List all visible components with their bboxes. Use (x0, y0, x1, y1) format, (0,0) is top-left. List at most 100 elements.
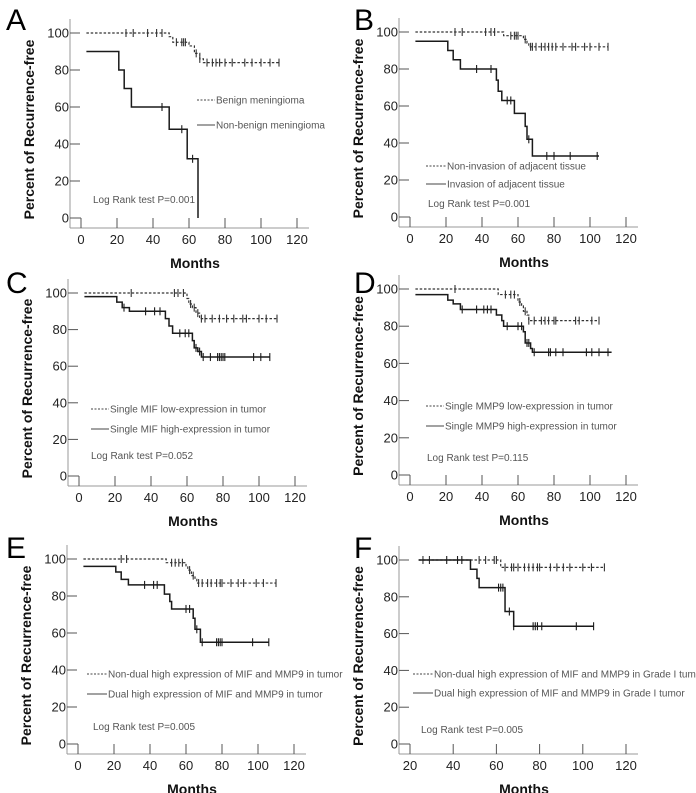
x-tick-label: 40 (146, 232, 160, 247)
y-tick-label: 20 (55, 174, 69, 189)
y-tick-label: 0 (60, 469, 67, 484)
x-tick-label: 40 (475, 231, 489, 246)
y-axis-title: Percent of Recurrence-free (19, 298, 35, 478)
panel-letter: E (6, 532, 26, 565)
y-tick-label: 80 (52, 589, 66, 604)
y-tick-label: 60 (53, 359, 67, 374)
y-tick-label: 40 (52, 663, 66, 678)
y-axis-title: Percent of Recurrence-free (350, 566, 366, 746)
y-tick-label: 100 (376, 553, 398, 568)
x-tick-label: 120 (615, 231, 637, 246)
x-tick-label: 100 (248, 490, 270, 505)
panel-letter: B (354, 4, 374, 37)
x-tick-label: 0 (74, 758, 81, 773)
panel-a: A 0 20 40 60 80 100 0 20 40 60 80 100 120 Months Percen… (0, 0, 348, 271)
y-tick-label: 0 (391, 210, 398, 225)
y-tick-label: 60 (55, 100, 69, 115)
log-rank-annotation: Log Rank test P=0.005 (421, 725, 523, 736)
y-tick-label: 100 (44, 552, 66, 567)
y-tick-label: 0 (391, 468, 398, 483)
x-tick-label: 20 (110, 232, 124, 247)
x-tick-label: 80 (532, 758, 546, 773)
y-tick-label: 20 (384, 430, 398, 445)
survival-curve-solid (83, 565, 269, 643)
y-tick-label: 80 (53, 322, 67, 337)
log-rank-annotation: Log Rank test P=0.001 (93, 195, 195, 206)
log-rank-annotation: Log Rank test P=0.115 (427, 453, 529, 464)
panel-letter: F (354, 532, 372, 565)
y-tick-label: 80 (384, 319, 398, 334)
survival-curve-solid (415, 40, 599, 157)
panel-letter: C (6, 267, 28, 300)
x-tick-label: 100 (572, 758, 594, 773)
x-tick-label: 60 (182, 232, 196, 247)
x-tick-label: 40 (475, 489, 489, 504)
x-tick-label: 120 (286, 232, 308, 247)
x-tick-label: 0 (406, 489, 413, 504)
x-tick-label: 80 (547, 231, 561, 246)
panel-d: D 0 20 40 60 80 100 0 20 40 60 80 100 120 Months Percen… (348, 263, 696, 528)
x-tick-label: 100 (579, 231, 601, 246)
x-tick-label: 20 (439, 231, 453, 246)
x-tick-label: 120 (284, 490, 306, 505)
y-tick-label: 40 (384, 136, 398, 151)
legend-label: Benign meningioma (216, 96, 305, 107)
x-tick-label: 20 (108, 490, 122, 505)
x-axis-title: Months (170, 255, 220, 271)
y-tick-label: 100 (376, 282, 398, 297)
x-tick-label: 40 (143, 758, 157, 773)
x-tick-label: 60 (511, 489, 525, 504)
panel-letter: D (354, 267, 376, 300)
x-tick-label: 0 (77, 232, 84, 247)
y-tick-label: 60 (384, 99, 398, 114)
legend-label: Non-dual high expression of MIF and MMP9… (434, 670, 696, 681)
x-tick-label: 80 (218, 232, 232, 247)
y-tick-label: 100 (47, 26, 69, 41)
legend-label: Dual high expression of MIF and MMP9 in … (434, 689, 685, 700)
x-tick-label: 40 (446, 758, 460, 773)
panel-b: B 0 20 40 60 80 100 0 20 40 60 80 100 120 Months Percen… (348, 0, 696, 270)
x-tick-label: 60 (180, 490, 194, 505)
y-tick-label: 60 (52, 626, 66, 641)
x-tick-label: 120 (615, 758, 637, 773)
legend-label: Non-dual high expression of MIF and MMP9… (108, 670, 343, 681)
survival-curve-dashed (415, 288, 599, 322)
x-tick-label: 120 (615, 489, 637, 504)
panel-c: C 0 20 40 60 80 100 0 20 40 60 80 100 120 Months Percen… (0, 263, 348, 529)
x-tick-label: 100 (250, 232, 272, 247)
km-plot-svg: F 0 20 40 60 80 100 20 40 60 80 100 120 Months Percent… (350, 532, 696, 793)
x-tick-label: 60 (511, 231, 525, 246)
y-tick-label: 80 (55, 63, 69, 78)
log-rank-annotation: Log Rank test P=0.005 (93, 722, 195, 733)
x-tick-label: 40 (144, 490, 158, 505)
y-tick-label: 100 (45, 286, 67, 301)
x-tick-label: 20 (439, 489, 453, 504)
km-plot-svg: E 0 20 40 60 80 100 0 20 40 60 80 100 120 Months Percen… (6, 532, 343, 793)
y-axis-title: Percent of Recurrence-free (350, 38, 366, 218)
log-rank-annotation: Log Rank test P=0.001 (428, 199, 530, 210)
legend-label: Non-benign meningioma (216, 121, 325, 132)
survival-curve-dashed (83, 558, 276, 584)
x-tick-label: 0 (406, 231, 413, 246)
y-tick-label: 40 (384, 663, 398, 678)
x-tick-label: 20 (403, 758, 417, 773)
survival-curve-solid (86, 50, 199, 218)
x-tick-label: 80 (215, 758, 229, 773)
y-axis-title: Percent of Recurrence-free (21, 39, 37, 219)
panel-e: E 0 20 40 60 80 100 0 20 40 60 80 100 120 Months Percen… (0, 528, 348, 793)
x-tick-label: 60 (179, 758, 193, 773)
y-tick-label: 100 (376, 25, 398, 40)
km-plot-svg: D 0 20 40 60 80 100 0 20 40 60 80 100 120 Months Percen… (350, 267, 638, 528)
legend-label: Invasion of adjacent tissue (447, 180, 565, 191)
legend-label: Dual high expression of MIF and MMP9 in … (108, 690, 323, 701)
x-tick-label: 120 (283, 758, 305, 773)
y-tick-label: 20 (384, 700, 398, 715)
y-tick-label: 60 (384, 626, 398, 641)
y-axis-title: Percent of Recurrence-free (18, 565, 34, 745)
x-axis-title: Months (168, 513, 218, 529)
y-tick-label: 40 (53, 395, 67, 410)
x-tick-label: 80 (216, 490, 230, 505)
y-tick-label: 40 (55, 137, 69, 152)
km-plot-svg: C 0 20 40 60 80 100 0 20 40 60 80 100 120 Months Percen… (6, 267, 307, 529)
y-tick-label: 20 (52, 700, 66, 715)
